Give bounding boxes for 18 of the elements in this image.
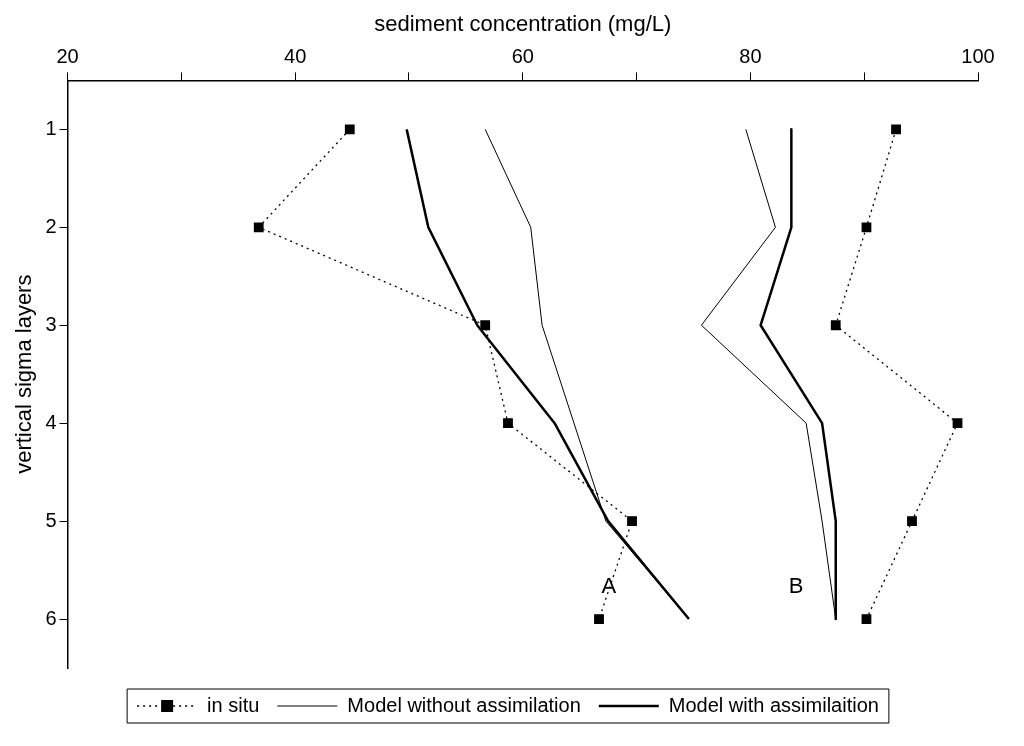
x-tick-label: 80: [739, 44, 762, 67]
annotation: A: [601, 573, 617, 599]
legend-label: Model with assimilaition: [668, 693, 879, 716]
annotation: B: [788, 573, 804, 599]
y-axis-title: vertical sigma layers: [11, 274, 37, 474]
x-tick-label: 20: [56, 44, 79, 67]
y-tick-label: 6: [45, 606, 57, 629]
x-tick-label: 40: [284, 44, 307, 67]
y-tick-label: 3: [45, 312, 57, 335]
y-tick-label: 4: [45, 410, 57, 433]
legend-label: in situ: [207, 693, 260, 716]
y-tick-label: 2: [45, 214, 57, 237]
legend-label: Model without assimilation: [347, 693, 581, 716]
x-tick-label: 100: [961, 44, 995, 67]
x-tick-label: 60: [511, 44, 534, 67]
y-tick-label: 5: [45, 508, 57, 531]
x-axis-title: sediment concentration (mg/L): [374, 11, 672, 37]
y-tick-label: 1: [45, 116, 57, 139]
